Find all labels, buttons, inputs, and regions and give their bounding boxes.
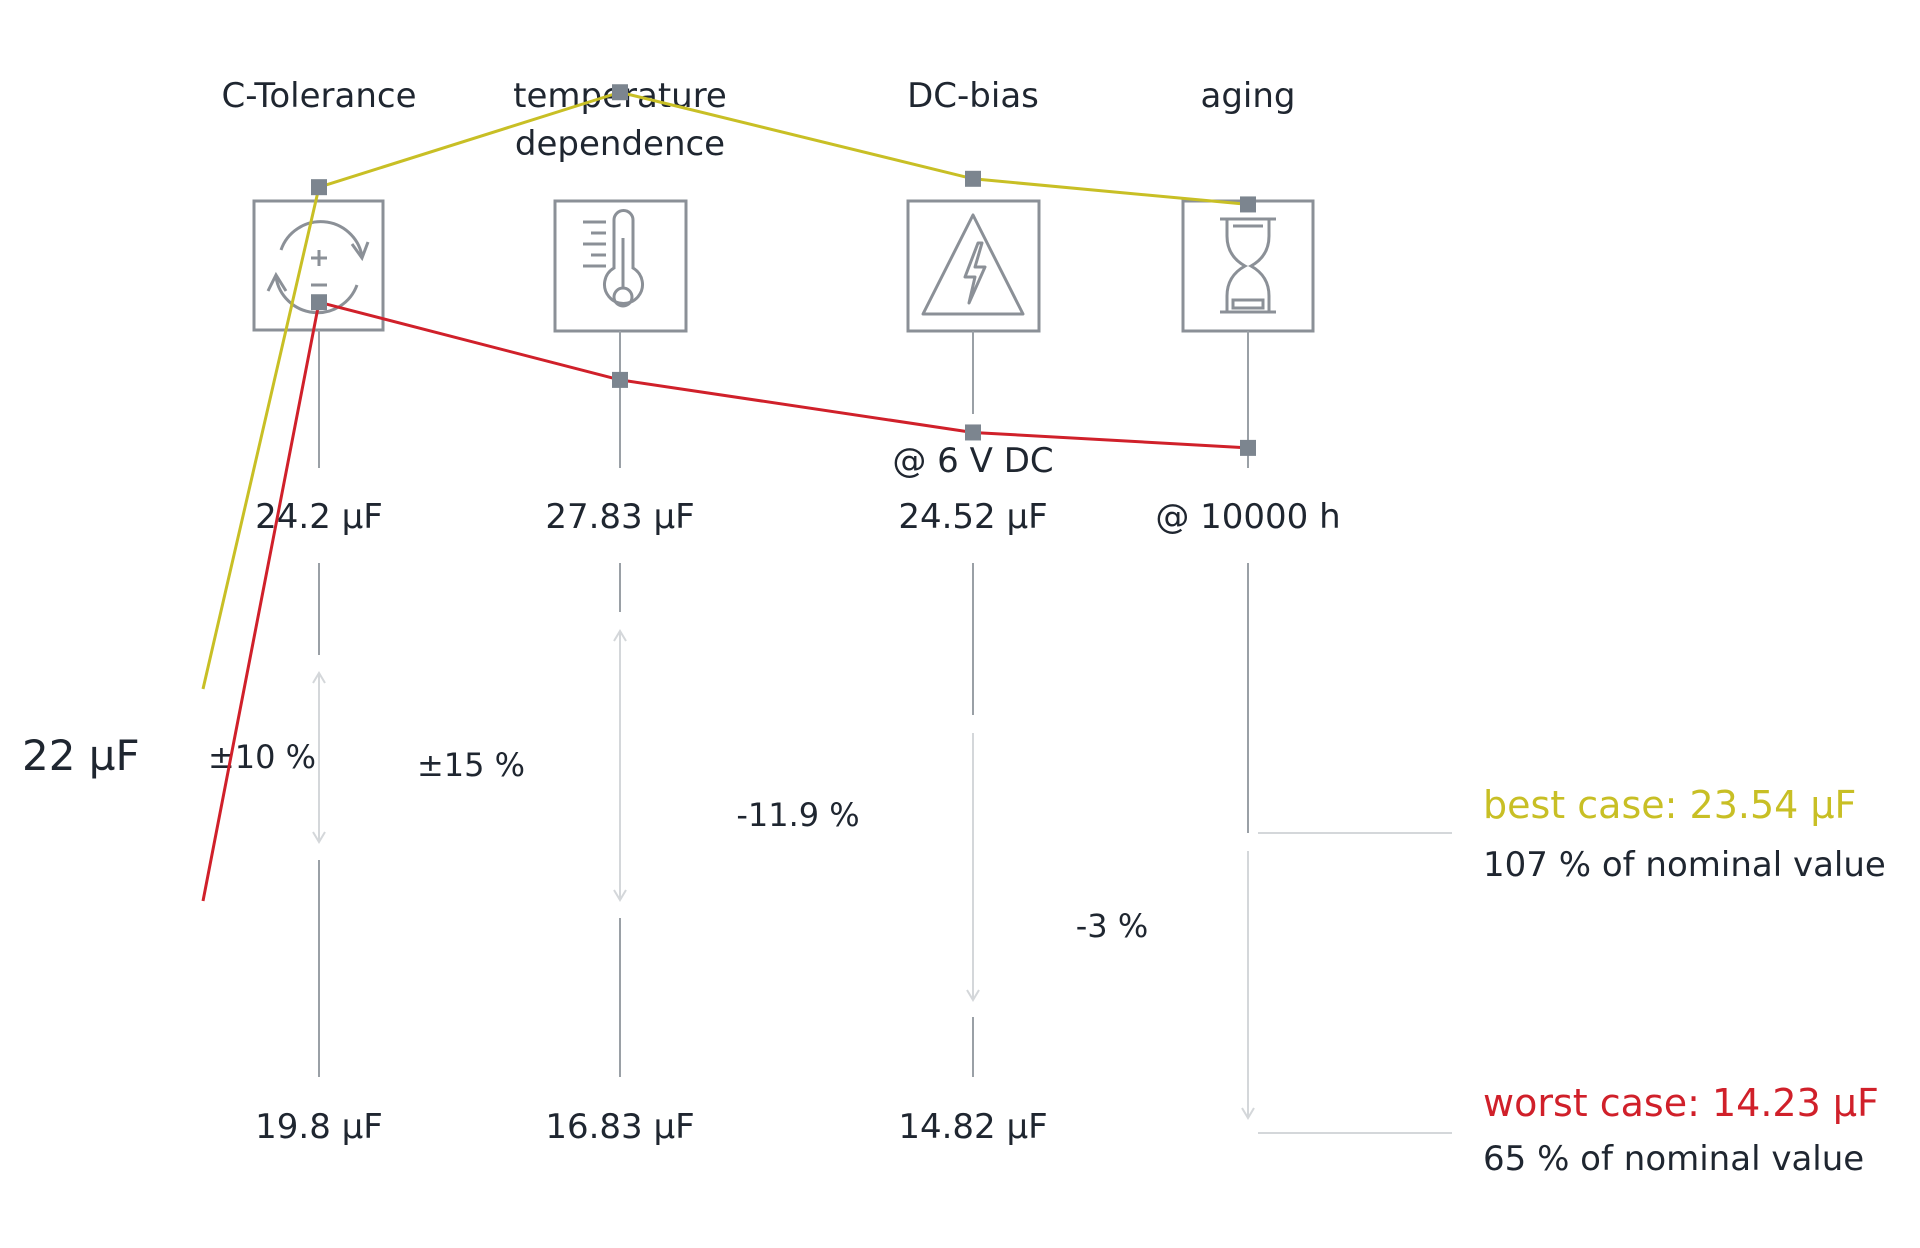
worst-case-title: worst case: 14.23 µF [1483,1081,1879,1125]
worst-case-marker-4 [1240,439,1256,456]
lower-value-dc-bias: 14.82 µF [898,1107,1047,1147]
nominal-value-label: 22 µF [22,731,140,780]
hourglass-icon [1181,199,1315,333]
plus-minus-cycle-icon [252,199,385,332]
worst-case-line [201,300,1249,902]
best-case-marker-4 [1240,196,1256,213]
change-label-c-tolerance: ±10 % [208,738,316,776]
series-layer [201,84,1256,902]
change-label-temperature: ±15 % [417,746,525,784]
category-title-temperature-line2: dependence [515,124,725,164]
lower-value-temperature: 16.83 µF [545,1107,694,1147]
icon-connectors [318,330,1249,468]
best-case-marker-2 [612,84,628,101]
category-title-dc-bias: DC-bias [907,76,1039,116]
best-case-marker-3 [965,170,981,187]
category-title-c-tolerance: C-Tolerance [221,76,416,116]
condition-dc-bias: @ 6 V DC [892,441,1053,481]
worst-case-marker-1 [311,294,327,311]
worst-case-marker-2 [612,371,628,388]
condition-aging: @ 10000 h [1155,497,1340,537]
best-case-title: best case: 23.54 µF [1483,783,1856,827]
range-arrows [312,629,1452,1134]
best-case-line [201,90,1249,690]
worst-case-marker-3 [965,424,981,441]
high-voltage-icon [906,199,1041,333]
value-guides [318,563,1249,1077]
upper-value-temperature: 27.83 µF [545,497,694,537]
lower-value-c-tolerance: 19.8 µF [255,1107,383,1147]
worst-case-subtitle: 65 % of nominal value [1483,1139,1864,1179]
category-title-aging: aging [1201,76,1296,116]
best-case-marker-1 [311,179,327,196]
best-case-subtitle: 107 % of nominal value [1483,845,1886,885]
upper-value-dc-bias: 24.52 µF [898,497,1047,537]
change-label-aging: -3 % [1076,907,1148,945]
thermometer-icon [553,199,688,333]
change-label-dc-bias: -11.9 % [736,796,859,834]
